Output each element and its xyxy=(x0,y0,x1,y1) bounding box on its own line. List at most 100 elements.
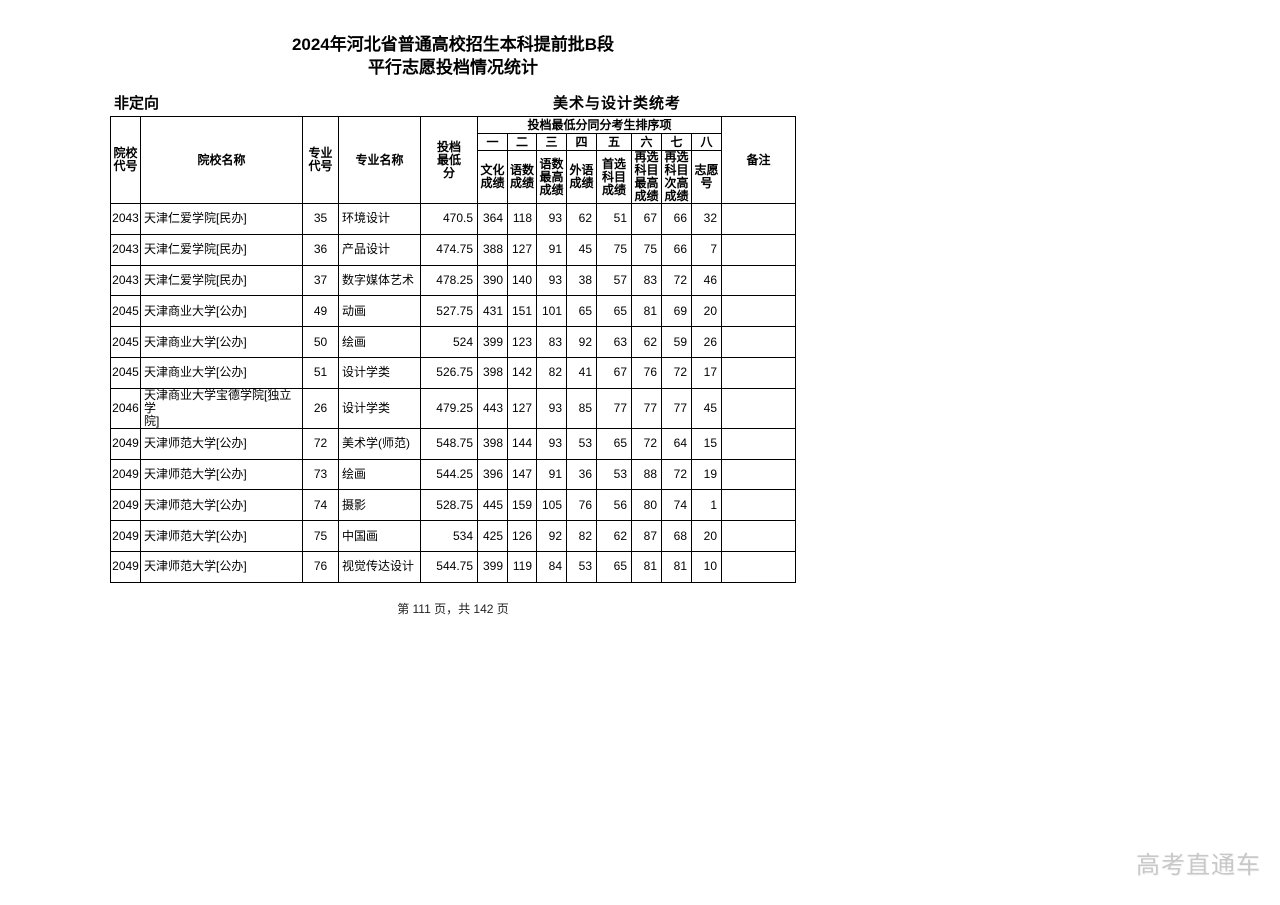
score-cell: 93 xyxy=(536,387,567,429)
table-row: 2045 天津商业大学[公办] 50 绘画 524 399 123 83 92 … xyxy=(110,326,796,358)
score-cell: 51 xyxy=(596,203,632,235)
college-code-cell: 2049 xyxy=(110,489,141,522)
score-cell: 67 xyxy=(631,203,662,235)
table-row: 2045 天津商业大学[公办] 51 设计学类 526.75 398 142 8… xyxy=(110,356,796,389)
score-cell: 32 xyxy=(691,203,722,235)
college-name-cell: 天津仁爱学院[民办] xyxy=(140,203,303,235)
min-score-cell: 544.75 xyxy=(420,550,478,583)
college-code-header: 院校 代号 xyxy=(110,116,141,204)
table-body: 2043 天津仁爱学院[民办] 35 环境设计 470.5 364 118 93… xyxy=(110,203,796,583)
tiebreak-num-4: 四 xyxy=(566,133,597,151)
college-code-cell: 2045 xyxy=(110,295,141,328)
score-cell: 398 xyxy=(477,356,508,389)
score-cell: 140 xyxy=(507,264,537,297)
score-cell: 72 xyxy=(631,427,662,460)
score-cell: 63 xyxy=(596,326,632,358)
header-row-numbers: 一 二 三 四 五 六 七 八 xyxy=(111,133,796,151)
score-cell: 15 xyxy=(691,427,722,460)
college-name-cell: 天津商业大学[公办] xyxy=(140,295,303,328)
plan-type-label: 非定向 xyxy=(114,95,160,112)
score-cell: 81 xyxy=(631,550,662,583)
remark-cell xyxy=(721,295,796,328)
college-name-cell: 天津商业大学[公办] xyxy=(140,326,303,358)
score-cell: 425 xyxy=(477,520,508,552)
major-name-header: 专业名称 xyxy=(338,116,421,204)
score-cell: 53 xyxy=(566,550,597,583)
score-cell: 20 xyxy=(691,295,722,328)
major-code-cell: 26 xyxy=(302,387,339,429)
score-cell: 92 xyxy=(566,326,597,358)
major-name-cell: 数字媒体艺术 xyxy=(338,264,421,297)
score-cell: 93 xyxy=(536,203,567,235)
score-cell: 398 xyxy=(477,427,508,460)
table-row: 2043 天津仁爱学院[民办] 35 环境设计 470.5 364 118 93… xyxy=(110,203,796,235)
tiebreak-num-6: 六 xyxy=(631,133,662,151)
score-cell: 93 xyxy=(536,264,567,297)
college-code-cell: 2043 xyxy=(110,264,141,297)
score-cell: 72 xyxy=(661,458,692,491)
score-cell: 36 xyxy=(566,458,597,491)
score-cell: 65 xyxy=(596,427,632,460)
score-cell: 127 xyxy=(507,387,537,429)
score-cell: 45 xyxy=(566,233,597,266)
score-cell: 77 xyxy=(661,387,692,429)
score-cell: 83 xyxy=(536,326,567,358)
remark-cell xyxy=(721,356,796,389)
college-name-cell: 天津师范大学[公办] xyxy=(140,458,303,491)
score-cell: 62 xyxy=(631,326,662,358)
score-cell: 74 xyxy=(661,489,692,522)
score-cell: 92 xyxy=(536,520,567,552)
page-title-line2: 平行志愿投档情况统计 xyxy=(368,58,538,77)
major-name-cell: 视觉传达设计 xyxy=(338,550,421,583)
score-cell: 72 xyxy=(661,356,692,389)
tiebreak-num-8: 八 xyxy=(691,133,722,151)
major-name-cell: 绘画 xyxy=(338,458,421,491)
tiebreak-num-1: 一 xyxy=(477,133,508,151)
min-score-header: 投档 最低 分 xyxy=(420,116,478,204)
score-cell: 77 xyxy=(596,387,632,429)
admission-table: 院校 代号 院校名称 专业 代号 专业名称 投档 最低 分 投档最低分同分考生排… xyxy=(110,116,796,583)
table-row: 2049 天津师范大学[公办] 76 视觉传达设计 544.75 399 119… xyxy=(110,550,796,583)
score-cell: 75 xyxy=(631,233,662,266)
resel-subject-second-header: 再选 科目 次高 成绩 xyxy=(661,150,692,204)
min-score-cell: 526.75 xyxy=(420,356,478,389)
score-cell: 84 xyxy=(536,550,567,583)
remark-header: 备注 xyxy=(721,116,796,204)
score-cell: 105 xyxy=(536,489,567,522)
score-cell: 144 xyxy=(507,427,537,460)
score-cell: 364 xyxy=(477,203,508,235)
chinese-math-score-header: 语数 成绩 xyxy=(507,150,537,204)
score-cell: 53 xyxy=(596,458,632,491)
score-cell: 56 xyxy=(596,489,632,522)
tiebreak-num-7: 七 xyxy=(661,133,692,151)
exam-category-label: 美术与设计类统考 xyxy=(553,95,682,112)
major-name-cell: 设计学类 xyxy=(338,356,421,389)
college-name-cell: 天津师范大学[公办] xyxy=(140,489,303,522)
college-code-cell: 2043 xyxy=(110,233,141,266)
min-score-cell: 527.75 xyxy=(420,295,478,328)
college-code-cell: 2049 xyxy=(110,520,141,552)
score-cell: 77 xyxy=(631,387,662,429)
min-score-cell: 524 xyxy=(420,326,478,358)
score-cell: 65 xyxy=(596,550,632,583)
page-title-line1: 2024年河北省普通高校招生本科提前批B段 xyxy=(291,35,615,54)
min-score-cell: 534 xyxy=(420,520,478,552)
min-score-cell: 474.75 xyxy=(420,233,478,266)
major-code-cell: 37 xyxy=(302,264,339,297)
score-cell: 123 xyxy=(507,326,537,358)
score-cell: 82 xyxy=(536,356,567,389)
score-cell: 399 xyxy=(477,550,508,583)
tiebreak-num-5: 五 xyxy=(596,133,632,151)
table-header: 院校 代号 院校名称 专业 代号 专业名称 投档 最低 分 投档最低分同分考生排… xyxy=(110,116,796,204)
remark-cell xyxy=(721,203,796,235)
major-code-header: 专业 代号 xyxy=(302,116,339,204)
major-name-cell: 动画 xyxy=(338,295,421,328)
major-code-cell: 36 xyxy=(302,233,339,266)
tiebreak-num-2: 二 xyxy=(507,133,537,151)
tiebreak-num-3: 三 xyxy=(536,133,567,151)
score-cell: 19 xyxy=(691,458,722,491)
major-name-cell: 产品设计 xyxy=(338,233,421,266)
major-code-cell: 49 xyxy=(302,295,339,328)
header-row-labels: 文化 成绩 语数 成绩 语数 最高 成绩 外语 成绩 首选 科目 成绩 再选 科… xyxy=(111,150,796,204)
